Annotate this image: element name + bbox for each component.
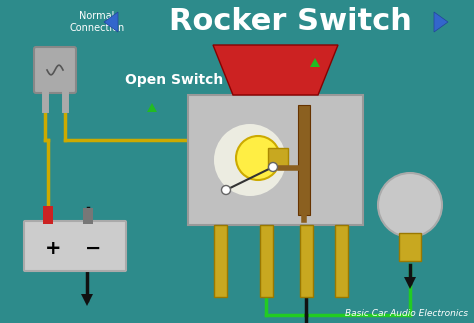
- Bar: [335, 225, 348, 297]
- Circle shape: [268, 162, 277, 172]
- Bar: [188, 95, 363, 225]
- Circle shape: [378, 173, 442, 237]
- Bar: [83, 208, 93, 224]
- Bar: [214, 225, 227, 297]
- Bar: [399, 233, 421, 261]
- Text: Normal
Connection: Normal Connection: [69, 11, 125, 33]
- Polygon shape: [310, 58, 320, 67]
- Text: Open Switch: Open Switch: [125, 73, 223, 87]
- Polygon shape: [81, 294, 93, 306]
- Circle shape: [221, 185, 230, 194]
- Circle shape: [236, 136, 280, 180]
- FancyBboxPatch shape: [24, 221, 126, 271]
- Text: +: +: [45, 238, 61, 257]
- Text: Rocker Switch: Rocker Switch: [169, 7, 411, 36]
- Bar: [268, 148, 288, 168]
- Text: −: −: [85, 238, 101, 257]
- Polygon shape: [213, 45, 338, 95]
- Circle shape: [214, 124, 286, 196]
- Bar: [43, 206, 53, 224]
- Polygon shape: [434, 12, 448, 32]
- Bar: [298, 105, 310, 215]
- Polygon shape: [147, 103, 157, 112]
- Polygon shape: [104, 12, 118, 32]
- Text: Basic Car Audio Electronics: Basic Car Audio Electronics: [345, 309, 468, 318]
- FancyBboxPatch shape: [34, 47, 76, 93]
- Bar: [260, 225, 273, 297]
- Bar: [300, 225, 313, 297]
- Polygon shape: [404, 277, 416, 289]
